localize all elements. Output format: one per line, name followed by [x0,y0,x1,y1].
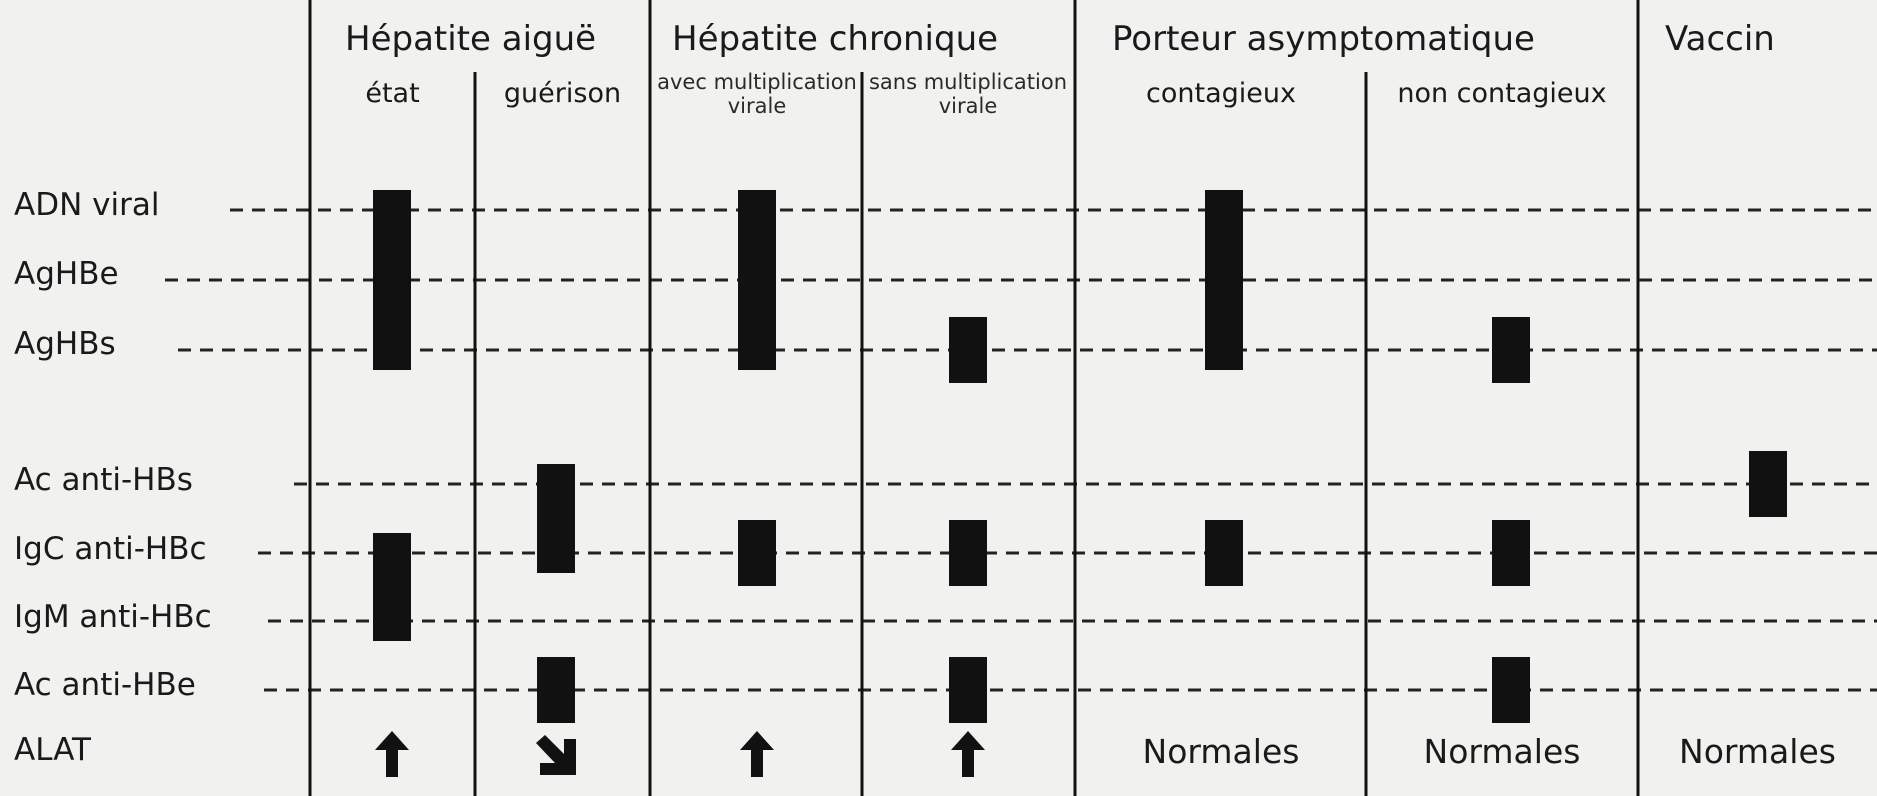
alat-value-non-contagieux: Normales [1423,732,1581,771]
presence-marker [949,317,987,383]
column-header-guerison: guérison [503,78,622,109]
group-title-chronic: Hépatite chronique [672,19,999,59]
row-label-ac-anti-hbs: Ac anti-HBs [14,462,193,498]
row-label-alat: ALAT [14,732,91,768]
column-header-sans-multiplication: sans multiplication virale [868,70,1068,118]
row-label-aghbs: AgHBs [14,326,116,362]
column-header-contagieux: contagieux [1146,78,1296,109]
arrow-up-icon [740,731,774,777]
presence-marker [1492,657,1530,723]
column-header-etat: état [365,78,420,109]
row-label-igc-anti-hbc: IgC anti-HBc [14,531,207,567]
alat-value-vaccin: Normales [1679,732,1836,771]
group-title-carrier: Porteur asymptomatique [1112,19,1535,59]
column-header-non-contagieux: non contagieux [1397,78,1607,109]
presence-marker [1205,520,1243,586]
row-label-adn-viral: ADN viral [14,187,160,223]
row-label-aghbe: AgHBe [14,256,119,292]
row-label-igm-anti-hbc: IgM anti-HBc [14,599,212,635]
arrow-up-icon [375,731,409,777]
presence-marker [738,520,776,586]
presence-marker [537,464,575,573]
presence-marker [738,190,776,370]
presence-marker [1492,317,1530,383]
alat-value-contagieux: Normales [1142,732,1300,771]
column-header-avec-multiplication: avec multiplication virale [657,70,857,118]
group-title-acute: Hépatite aiguë [345,19,597,59]
presence-marker [1749,451,1787,517]
presence-marker [373,190,411,370]
presence-marker [949,657,987,723]
arrow-down-right-icon [536,735,576,775]
arrow-up-icon [951,731,985,777]
presence-marker [373,533,411,641]
presence-marker [1492,520,1530,586]
group-title-vaccine: Vaccin [1665,19,1775,59]
presence-marker [949,520,987,586]
presence-marker [1205,190,1243,370]
row-label-ac-anti-hbe: Ac anti-HBe [14,667,196,703]
presence-marker [537,657,575,723]
